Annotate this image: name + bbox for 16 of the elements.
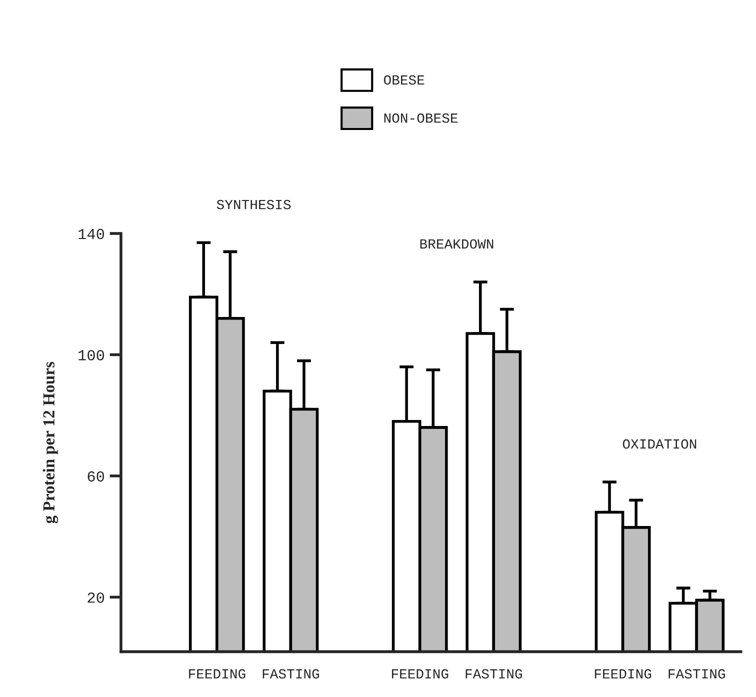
legend-label: OBESE — [384, 75, 424, 85]
legend-label: NON-OBESE — [384, 113, 458, 123]
x-tick-label: FASTING — [466, 669, 522, 679]
y-tick-label: 60 — [88, 471, 104, 482]
text: SYNTHESIS — [216, 200, 291, 210]
x-tick-label: FASTING — [668, 669, 725, 679]
annotation: BREAKDOWN — [420, 239, 494, 249]
annotation: OXIDATION — [622, 439, 696, 449]
y-axis-title: g Protein per 12 Hours — [42, 362, 58, 524]
y-tick-label: 140 — [78, 228, 104, 240]
x-tick-label: FEEDING — [594, 669, 652, 679]
y-tick-label: 20 — [88, 592, 104, 603]
x-tick-label: FEEDING — [392, 669, 448, 679]
x-tick-label: FASTING — [262, 669, 320, 679]
y-tick-label: 100 — [78, 350, 104, 360]
x-tick-label: FEEDING — [189, 669, 246, 679]
